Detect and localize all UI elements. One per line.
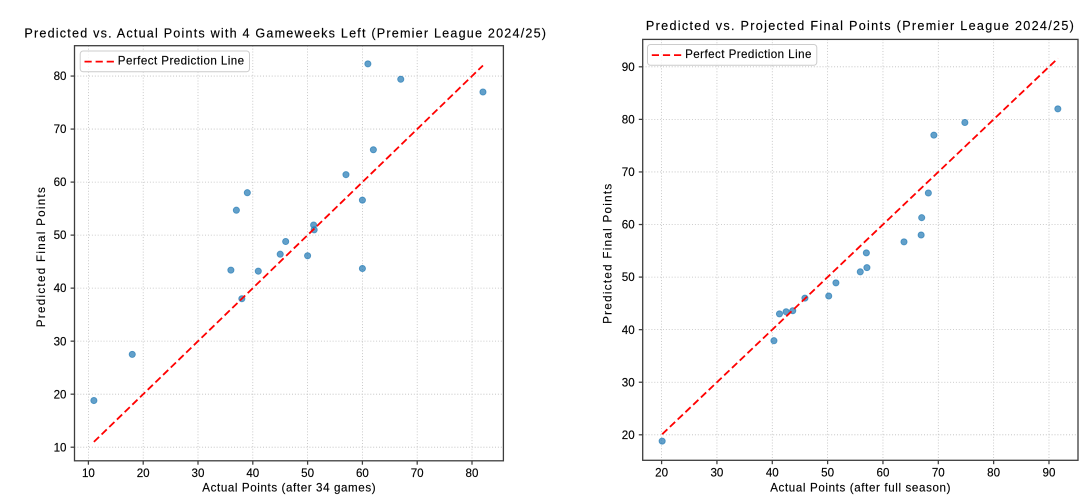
svg-text:60: 60 <box>356 467 369 480</box>
svg-text:40: 40 <box>622 324 635 337</box>
svg-text:50: 50 <box>54 229 67 242</box>
svg-text:70: 70 <box>622 166 635 179</box>
svg-text:50: 50 <box>301 467 314 480</box>
svg-text:70: 70 <box>932 467 945 480</box>
svg-text:Perfect Prediction Line: Perfect Prediction Line <box>685 48 812 61</box>
svg-text:20: 20 <box>137 467 150 480</box>
svg-text:Actual Points (after 34 games): Actual Points (after 34 games) <box>202 481 376 494</box>
svg-text:Predicted Final Points: Predicted Final Points <box>602 182 615 323</box>
svg-text:20: 20 <box>622 429 635 442</box>
svg-text:20: 20 <box>655 467 668 480</box>
svg-text:Predicted Final Points: Predicted Final Points <box>35 186 48 327</box>
svg-text:60: 60 <box>54 176 67 189</box>
svg-text:80: 80 <box>54 70 67 83</box>
svg-text:Perfect Prediction Line: Perfect Prediction Line <box>118 55 245 68</box>
svg-text:50: 50 <box>622 271 635 284</box>
svg-text:10: 10 <box>82 467 95 480</box>
svg-text:50: 50 <box>821 467 834 480</box>
svg-text:10: 10 <box>54 441 67 454</box>
svg-text:90: 90 <box>1043 467 1056 480</box>
svg-text:40: 40 <box>54 282 67 295</box>
svg-text:Predicted vs. Actual Points wi: Predicted vs. Actual Points with 4 Gamew… <box>24 27 547 41</box>
svg-text:40: 40 <box>766 467 779 480</box>
svg-text:20: 20 <box>54 388 67 401</box>
svg-text:30: 30 <box>192 467 205 480</box>
svg-text:30: 30 <box>710 467 723 480</box>
svg-text:Predicted vs. Projected Final: Predicted vs. Projected Final Points (Pr… <box>646 19 1075 33</box>
svg-text:80: 80 <box>622 113 635 126</box>
svg-text:80: 80 <box>466 467 479 480</box>
svg-text:60: 60 <box>877 467 890 480</box>
svg-text:70: 70 <box>411 467 424 480</box>
svg-text:60: 60 <box>622 219 635 232</box>
svg-text:40: 40 <box>246 467 259 480</box>
svg-text:30: 30 <box>54 335 67 348</box>
svg-text:70: 70 <box>54 123 67 136</box>
svg-text:90: 90 <box>622 61 635 74</box>
svg-text:30: 30 <box>622 376 635 389</box>
svg-text:Actual Points (after full seas: Actual Points (after full season) <box>770 481 951 494</box>
svg-text:80: 80 <box>987 467 1000 480</box>
